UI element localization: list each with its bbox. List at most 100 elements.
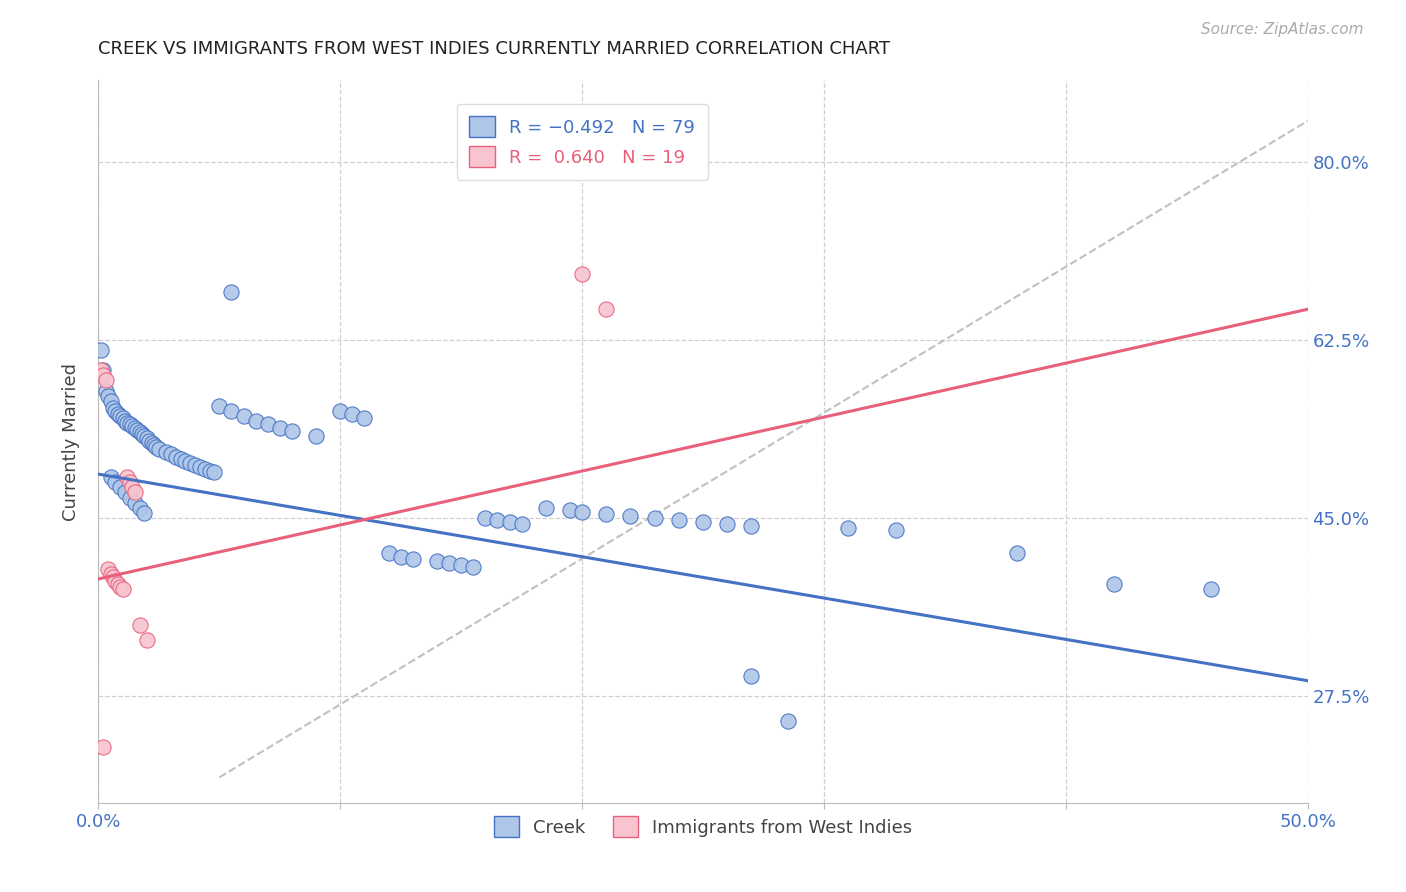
Point xyxy=(198,464,221,478)
Point xyxy=(668,513,690,527)
Point xyxy=(135,632,157,647)
Point xyxy=(619,508,641,523)
Point xyxy=(474,511,496,525)
Point xyxy=(353,411,375,425)
Point xyxy=(179,456,201,470)
Point xyxy=(138,434,160,448)
Point xyxy=(165,450,187,464)
Point xyxy=(558,502,581,516)
Point xyxy=(174,454,197,468)
Point xyxy=(740,519,762,533)
Point xyxy=(134,506,156,520)
Point xyxy=(121,480,143,494)
Point xyxy=(141,435,163,450)
Point xyxy=(232,409,254,423)
Point xyxy=(595,507,617,521)
Point xyxy=(486,513,509,527)
Text: CREEK VS IMMIGRANTS FROM WEST INDIES CURRENTLY MARRIED CORRELATION CHART: CREEK VS IMMIGRANTS FROM WEST INDIES CUR… xyxy=(98,40,890,58)
Point xyxy=(148,442,170,456)
Point xyxy=(118,475,141,490)
Point xyxy=(91,368,114,383)
Point xyxy=(534,500,557,515)
Legend: Creek, Immigrants from West Indies: Creek, Immigrants from West Indies xyxy=(486,809,920,845)
Point xyxy=(101,401,124,415)
Point xyxy=(305,429,328,443)
Point xyxy=(118,417,141,432)
Point xyxy=(128,617,150,632)
Point xyxy=(114,414,136,428)
Point xyxy=(644,511,666,525)
Point xyxy=(716,516,738,531)
Point xyxy=(91,739,114,754)
Point xyxy=(100,470,122,484)
Point xyxy=(97,389,120,403)
Point xyxy=(135,432,157,446)
Point xyxy=(221,285,243,299)
Point xyxy=(450,558,472,572)
Point xyxy=(342,407,364,421)
Point xyxy=(329,404,352,418)
Point xyxy=(100,393,122,408)
Point xyxy=(886,523,908,537)
Point xyxy=(463,559,485,574)
Point xyxy=(498,515,520,529)
Point xyxy=(426,553,449,567)
Point xyxy=(510,516,533,531)
Point xyxy=(194,462,217,476)
Point xyxy=(169,451,191,466)
Point xyxy=(128,425,150,440)
Point xyxy=(118,491,141,505)
Point xyxy=(91,363,114,377)
Point xyxy=(128,500,150,515)
Point xyxy=(117,470,139,484)
Point xyxy=(108,580,131,594)
Point xyxy=(571,267,593,281)
Point xyxy=(837,521,859,535)
Point xyxy=(104,404,127,418)
Point xyxy=(111,582,134,596)
Point xyxy=(114,485,136,500)
Point xyxy=(107,577,129,591)
Point xyxy=(184,458,207,472)
Point xyxy=(221,404,243,418)
Point xyxy=(281,425,304,439)
Point xyxy=(1102,577,1125,591)
Point xyxy=(100,566,122,581)
Point xyxy=(104,475,127,490)
Point xyxy=(437,556,460,570)
Point xyxy=(776,714,799,729)
Point xyxy=(97,562,120,576)
Point xyxy=(124,485,146,500)
Point xyxy=(256,417,278,432)
Point xyxy=(740,668,762,682)
Point xyxy=(94,374,117,388)
Point xyxy=(101,570,124,584)
Point xyxy=(94,384,117,398)
Point xyxy=(104,574,127,588)
Point xyxy=(108,480,131,494)
Point xyxy=(90,363,112,377)
Point xyxy=(145,440,167,454)
Point xyxy=(155,444,177,458)
Point xyxy=(245,414,267,428)
Point xyxy=(389,549,412,564)
Point xyxy=(121,419,143,434)
Point xyxy=(90,343,112,357)
Y-axis label: Currently Married: Currently Married xyxy=(62,362,80,521)
Point xyxy=(402,551,425,566)
Point xyxy=(134,429,156,443)
Point xyxy=(692,515,714,529)
Point xyxy=(108,409,131,423)
Text: Source: ZipAtlas.com: Source: ZipAtlas.com xyxy=(1201,22,1364,37)
Point xyxy=(143,437,166,451)
Point xyxy=(595,302,617,317)
Point xyxy=(377,546,399,560)
Point xyxy=(160,447,183,461)
Point xyxy=(208,399,231,413)
Point xyxy=(107,407,129,421)
Point xyxy=(204,465,226,479)
Point xyxy=(124,495,146,509)
Point xyxy=(571,505,593,519)
Point xyxy=(1199,582,1222,596)
Point xyxy=(124,421,146,435)
